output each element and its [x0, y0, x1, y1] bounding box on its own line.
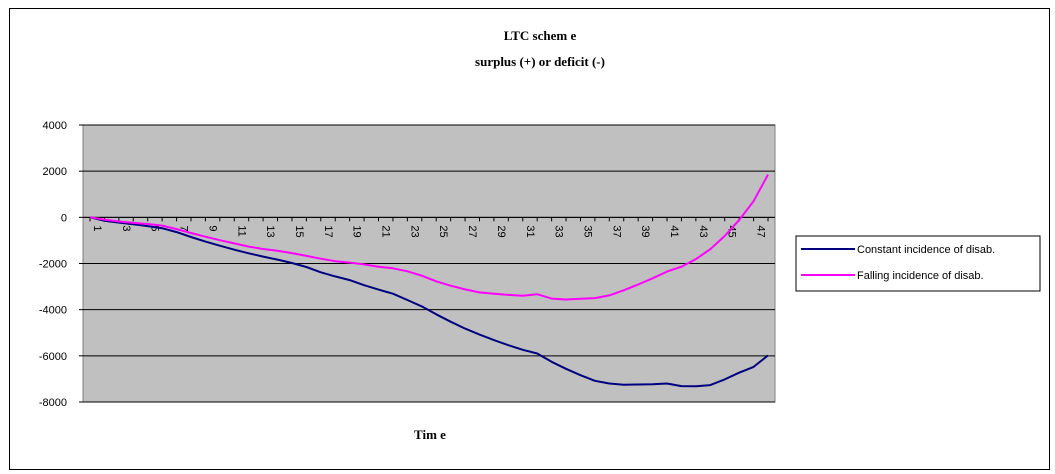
series-line-constant [89, 216, 769, 388]
series-lines [89, 174, 769, 388]
x-tick-label: 33 [553, 225, 565, 237]
x-tick-label: 13 [264, 225, 276, 237]
x-tick-label: 3 [120, 225, 132, 231]
x-tick-label: 19 [351, 225, 363, 237]
x-tick-label: 7 [178, 225, 190, 231]
x-tick-label: 1 [91, 225, 103, 231]
x-tick-label: 39 [639, 225, 651, 237]
x-tick-label: 47 [755, 225, 767, 237]
x-tick-label: 29 [495, 225, 507, 237]
y-tick-label: -4000 [39, 305, 67, 317]
legend-label-falling: Falling incidence of disab. [857, 270, 984, 282]
x-tick-label: 25 [437, 225, 449, 237]
y-axis: 4000 2000 0 -2000 -4000 -6000 -8000 [39, 120, 83, 409]
x-tick-label: 15 [293, 225, 305, 237]
chart-subtitle: surplus (+) or deficit (-) [475, 54, 605, 69]
x-axis-title: Tim e [414, 427, 446, 442]
x-tick-label: 27 [466, 225, 478, 237]
y-tick-label: -6000 [39, 351, 67, 363]
x-tick-label: 17 [322, 225, 334, 237]
x-tick-label: 31 [524, 225, 536, 237]
x-tick-label: 23 [408, 225, 420, 237]
x-tick-label: 11 [235, 225, 247, 236]
legend-label-constant: Constant incidence of disab. [857, 244, 995, 256]
series-line-falling [89, 174, 769, 301]
x-tick-label: 21 [380, 225, 392, 237]
chart-title: LTC schem e [504, 28, 577, 43]
y-tick-label: 2000 [43, 166, 67, 178]
legend-box [795, 235, 1041, 292]
x-tick-label: 45 [726, 225, 738, 237]
y-tick-label: 4000 [43, 120, 67, 132]
x-tick-label: 35 [581, 225, 593, 237]
x-tick-label: 5 [149, 225, 161, 231]
x-tick-label: 9 [206, 225, 218, 231]
y-tick-label: -2000 [39, 259, 67, 271]
y-tick-label: -8000 [39, 397, 67, 409]
x-tick-label: 37 [610, 225, 622, 237]
x-tick-label: 43 [697, 225, 709, 237]
x-tick-label: 41 [668, 225, 680, 237]
legend: Constant incidence of disab. Falling inc… [795, 235, 1041, 292]
y-tick-label: 0 [61, 212, 67, 224]
x-axis: 1 3 5 7 9 11 13 15 17 19 21 23 25 27 29 31 33 35 37 39 41 43 4… [83, 216, 775, 238]
